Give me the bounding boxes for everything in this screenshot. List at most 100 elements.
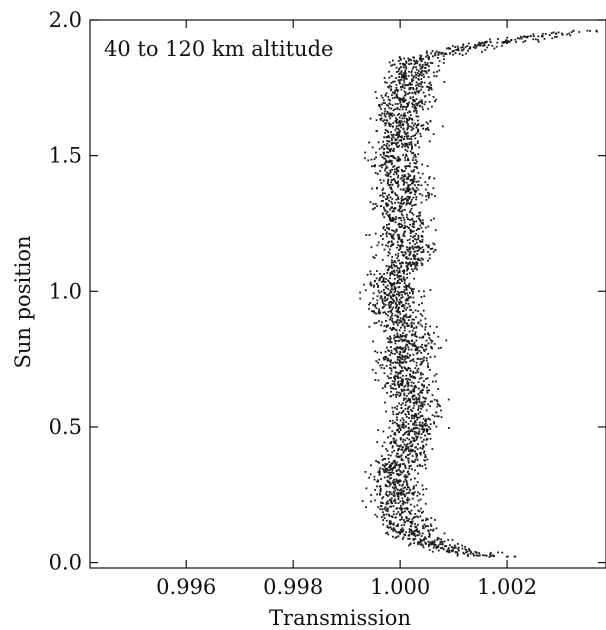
- data-point: [405, 142, 408, 145]
- data-point: [427, 525, 429, 527]
- data-point: [422, 222, 424, 224]
- data-point: [387, 293, 390, 296]
- data-point: [386, 463, 389, 465]
- data-point: [393, 168, 396, 171]
- data-point: [400, 509, 403, 511]
- data-point: [414, 159, 417, 161]
- data-point: [398, 466, 401, 469]
- data-point: [393, 294, 396, 297]
- data-point: [382, 283, 385, 286]
- data-point: [416, 90, 419, 93]
- data-point: [400, 412, 403, 414]
- data-point: [382, 199, 384, 202]
- data-point: [418, 427, 421, 430]
- data-point: [398, 224, 400, 226]
- data-point: [380, 164, 383, 166]
- data-point: [411, 212, 413, 214]
- data-point: [411, 417, 413, 420]
- data-point: [418, 463, 421, 466]
- data-point: [411, 187, 414, 189]
- data-point: [385, 448, 388, 450]
- data-point: [398, 144, 401, 147]
- data-point: [391, 183, 394, 186]
- data-point: [390, 311, 393, 313]
- data-point: [386, 375, 389, 378]
- data-point: [423, 451, 425, 454]
- data-point: [398, 336, 401, 339]
- data-point: [386, 142, 389, 145]
- data-point: [397, 511, 400, 513]
- data-point: [424, 101, 427, 103]
- data-point: [465, 549, 468, 551]
- data-point: [407, 397, 410, 400]
- data-point: [396, 176, 399, 179]
- data-point: [440, 416, 443, 418]
- data-point: [416, 253, 419, 255]
- data-point: [397, 146, 400, 148]
- data-point: [397, 114, 399, 116]
- data-point: [399, 353, 401, 356]
- data-point: [385, 299, 388, 301]
- data-point: [388, 491, 391, 493]
- data-point: [388, 107, 391, 109]
- data-point: [389, 339, 392, 342]
- data-point: [406, 517, 408, 520]
- data-point: [411, 148, 413, 150]
- data-point: [410, 265, 412, 267]
- data-point: [406, 246, 408, 249]
- data-point: [407, 457, 409, 460]
- data-point: [373, 285, 375, 288]
- data-point: [384, 198, 387, 201]
- data-point: [383, 325, 386, 327]
- data-point: [390, 143, 393, 146]
- data-point: [419, 358, 422, 361]
- data-point: [486, 46, 489, 49]
- data-point: [408, 165, 411, 167]
- data-point: [410, 135, 413, 138]
- data-point: [386, 146, 388, 149]
- data-point: [415, 484, 418, 487]
- data-point: [392, 243, 394, 245]
- data-point: [434, 54, 436, 57]
- data-point: [442, 548, 445, 551]
- data-point: [427, 57, 430, 59]
- data-point: [417, 531, 419, 533]
- data-point: [412, 533, 415, 536]
- data-point: [568, 32, 571, 35]
- data-point: [410, 520, 413, 523]
- data-point: [411, 290, 413, 292]
- data-point: [407, 157, 409, 160]
- data-point: [406, 323, 409, 325]
- data-point: [403, 227, 406, 229]
- data-point: [403, 359, 406, 361]
- data-point: [396, 95, 399, 98]
- data-point: [420, 222, 423, 224]
- data-point: [415, 84, 417, 87]
- data-point: [402, 492, 404, 494]
- data-point: [405, 531, 407, 534]
- data-point: [388, 302, 391, 304]
- data-point: [415, 526, 417, 529]
- data-point: [414, 516, 416, 518]
- data-point: [415, 115, 418, 118]
- data-point: [398, 271, 401, 274]
- data-point: [399, 244, 401, 247]
- data-point: [401, 382, 404, 384]
- data-point: [390, 297, 392, 299]
- data-point: [380, 103, 383, 106]
- data-point: [407, 92, 409, 95]
- data-point: [374, 164, 377, 167]
- data-point: [398, 329, 401, 332]
- data-point: [418, 401, 421, 404]
- data-point: [407, 430, 410, 432]
- data-point: [386, 526, 389, 528]
- data-point: [391, 168, 393, 171]
- data-point: [402, 451, 405, 454]
- data-point: [399, 335, 402, 337]
- data-point: [425, 409, 428, 412]
- data-point: [401, 135, 403, 138]
- data-point: [398, 116, 401, 119]
- data-point: [407, 294, 409, 297]
- data-point: [541, 32, 544, 35]
- data-point: [405, 480, 408, 482]
